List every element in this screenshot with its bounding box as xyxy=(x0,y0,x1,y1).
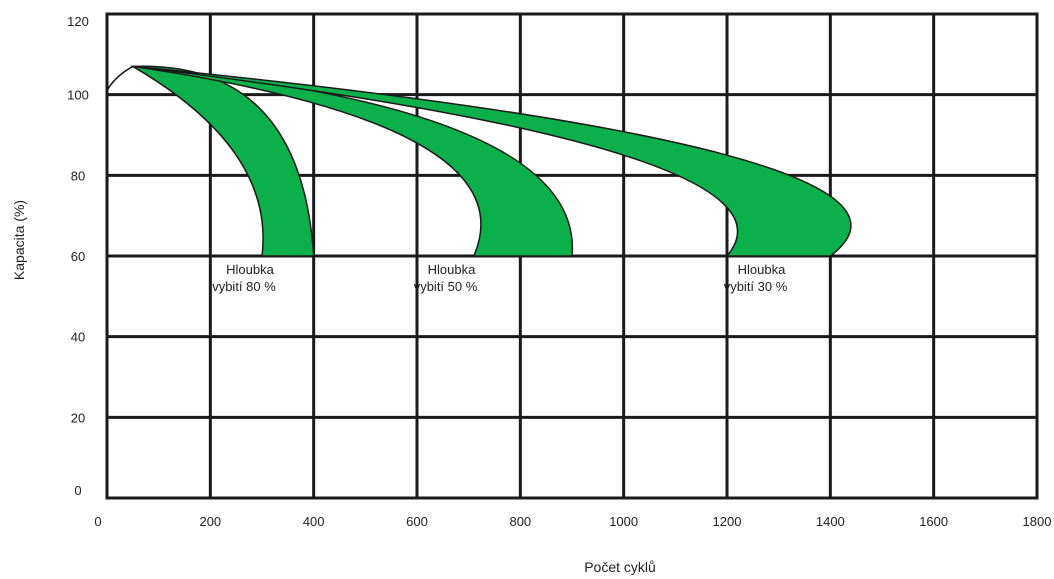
plot-frame xyxy=(105,12,1039,500)
series-3-label-line-1: Hloubka xyxy=(738,262,786,277)
x-tick-label-200: 200 xyxy=(199,514,221,529)
x-tick-label-1800: 1800 xyxy=(1023,514,1052,529)
series-2-label-line-2: vybití 50 % xyxy=(414,279,478,294)
series-2-label-line-1: Hloubka xyxy=(428,262,476,277)
y-tick-label-100: 100 xyxy=(67,88,89,103)
y-axis-ticks: 0 20 40 60 80 100 120 xyxy=(67,14,89,498)
x-tick-label-1400: 1400 xyxy=(816,514,845,529)
x-tick-label-400: 400 xyxy=(303,514,325,529)
series-3-label-line-2: vybití 30 % xyxy=(724,279,788,294)
x-tick-label-1200: 1200 xyxy=(713,514,742,529)
series-1-label-line-1: Hloubka xyxy=(226,262,274,277)
y-tick-label-0: 0 xyxy=(74,483,81,498)
x-tick-label-0: 0 xyxy=(94,514,101,529)
series-bands xyxy=(130,65,852,257)
y-tick-label-40: 40 xyxy=(71,330,85,345)
x-tick-label-1000: 1000 xyxy=(609,514,638,529)
band-series-2 xyxy=(132,65,574,257)
y-tick-label-80: 80 xyxy=(71,168,85,183)
y-tick-label-20: 20 xyxy=(71,410,85,425)
x-tick-label-800: 800 xyxy=(509,514,531,529)
y-tick-label-120: 120 xyxy=(67,14,89,29)
band-series-3 xyxy=(132,65,852,257)
x-tick-label-600: 600 xyxy=(406,514,428,529)
y-axis-title: Kapacita (%) xyxy=(11,200,27,280)
series-labels: Hloubka vybití 80 % Hloubka vybití 50 % Hlou… xyxy=(212,262,788,294)
x-axis-ticks: 0 200 400 600 800 1000 1200 1400 1600 1800 xyxy=(94,514,1051,529)
initial-capacity-curve xyxy=(106,65,134,91)
x-tick-label-1600: 1600 xyxy=(919,514,948,529)
series-1-label-line-2: vybití 80 % xyxy=(212,279,276,294)
y-tick-label-60: 60 xyxy=(71,249,85,264)
x-axis-title: Počet cyklů xyxy=(584,559,656,575)
